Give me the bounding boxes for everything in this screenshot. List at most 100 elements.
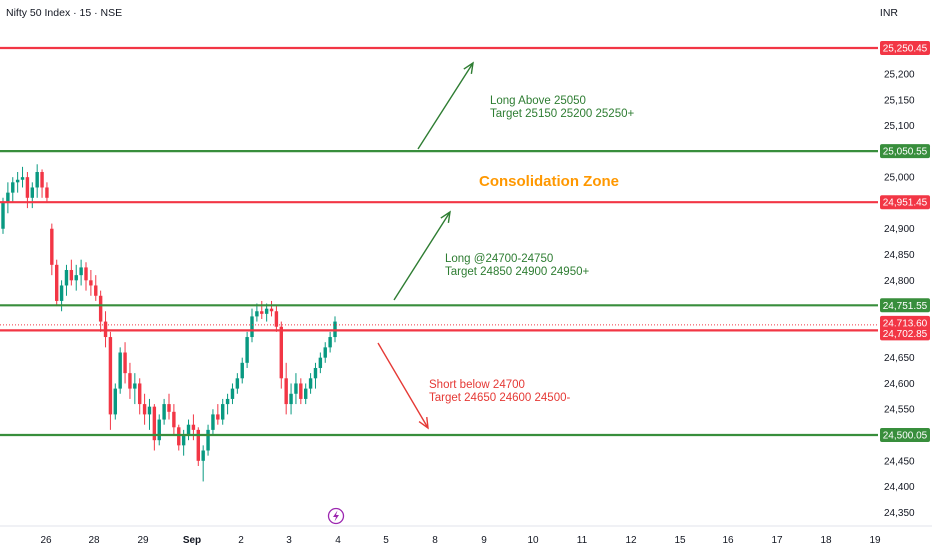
level-price-label: 24,951.45 — [883, 198, 928, 209]
candle-body — [6, 192, 10, 203]
x-tick-label: 11 — [577, 535, 588, 546]
candle-body — [255, 311, 259, 317]
candle-body — [260, 311, 264, 314]
candle-body — [216, 414, 220, 420]
candle-body — [45, 187, 49, 198]
level-price-tag — [880, 428, 930, 442]
candle-body — [240, 362, 244, 379]
candle-body — [294, 383, 298, 394]
candle-body — [11, 182, 15, 193]
level-price-label: 24,702.85 — [883, 329, 928, 340]
candle-body — [15, 179, 20, 183]
x-tick-label: 4 — [335, 535, 341, 546]
candle — [318, 352, 323, 374]
candle — [54, 259, 59, 307]
candle — [230, 383, 235, 405]
candle-body — [303, 388, 308, 399]
candle-body — [181, 435, 186, 446]
candle-body — [98, 295, 103, 322]
candle-body — [250, 316, 254, 338]
x-tick-label: 12 — [625, 535, 637, 546]
candle-body — [299, 383, 303, 399]
candle — [79, 259, 83, 286]
candle-body — [30, 187, 35, 198]
candle — [274, 306, 279, 332]
candle-body — [69, 269, 74, 281]
y-tick-label: 24,350 — [884, 508, 915, 519]
candle-body — [206, 429, 210, 451]
candle-body — [264, 308, 269, 314]
candle-body — [64, 269, 69, 286]
candle — [235, 373, 240, 394]
candle — [147, 398, 152, 430]
candle — [11, 177, 15, 203]
x-tick-label: 26 — [40, 535, 52, 546]
candle-body — [269, 308, 274, 312]
candle — [172, 404, 176, 436]
candle-body — [50, 228, 54, 265]
candle — [64, 264, 69, 296]
candle — [216, 404, 220, 425]
y-tick-label: 24,650 — [884, 353, 915, 364]
candle-body — [108, 337, 113, 415]
candle-body — [245, 337, 249, 363]
candle-body — [308, 378, 313, 389]
candle — [152, 404, 157, 451]
candle-body — [123, 352, 127, 374]
level-price-tag — [880, 195, 930, 210]
candle — [40, 169, 44, 198]
candle — [142, 393, 147, 425]
candle — [167, 393, 171, 420]
x-tick-label: 15 — [674, 535, 686, 546]
candle — [186, 419, 191, 441]
trend-arrow[interactable] — [393, 210, 451, 301]
y-tick-label: 25,150 — [884, 95, 915, 106]
level-price-tag — [880, 144, 930, 159]
x-tick-label: 8 — [432, 535, 438, 546]
event-lightning-icon[interactable] — [327, 507, 345, 525]
candle-body — [1, 202, 5, 229]
candle — [260, 300, 264, 319]
candle — [284, 362, 288, 415]
annotation-text: Long Above 25050 — [490, 95, 586, 107]
chart-title: Nifty 50 Index · 15 · NSE — [6, 7, 123, 19]
x-tick-label: 3 — [286, 535, 292, 546]
level-price-tag — [880, 326, 930, 341]
candle — [113, 383, 118, 420]
candle — [162, 398, 166, 425]
candle — [299, 378, 303, 405]
candle-body — [133, 383, 137, 389]
y-tick-label: 24,450 — [884, 456, 915, 467]
x-tick-label: 5 — [383, 535, 389, 546]
level-price-label: 24,751.55 — [883, 301, 928, 312]
candle — [177, 424, 181, 451]
candle — [157, 414, 161, 446]
x-tick-label: 29 — [137, 535, 149, 546]
candle-body — [167, 404, 171, 412]
candle-body — [328, 337, 332, 348]
trend-arrow[interactable] — [417, 61, 474, 150]
candle — [50, 223, 54, 276]
candle-body — [323, 347, 327, 358]
candle — [133, 373, 137, 405]
x-tick-label: 19 — [869, 535, 881, 546]
trend-arrow[interactable] — [377, 342, 429, 430]
candle — [94, 275, 98, 301]
y-tick-label: 24,800 — [884, 276, 915, 287]
level-price-label: 25,050.55 — [883, 147, 928, 158]
candle-body — [211, 414, 215, 430]
candle — [211, 409, 215, 436]
candle-body — [289, 393, 293, 405]
candle-body — [118, 352, 122, 389]
level-price-tag — [880, 41, 930, 55]
candle-body — [313, 367, 318, 379]
candle — [103, 311, 108, 348]
candle-body — [191, 424, 196, 430]
annotation-text: Target 25150 25200 25250+ — [490, 108, 634, 120]
candle — [225, 393, 230, 415]
candle — [294, 373, 298, 405]
candle-body — [279, 326, 284, 379]
candle — [137, 378, 142, 415]
level-price-label: 24,713.60 — [883, 318, 928, 329]
